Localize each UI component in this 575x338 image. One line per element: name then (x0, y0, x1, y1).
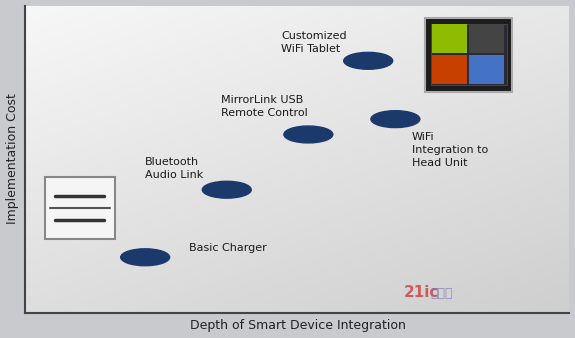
Text: MirrorLink USB
Remote Control: MirrorLink USB Remote Control (221, 95, 308, 118)
Ellipse shape (344, 52, 393, 69)
Ellipse shape (284, 126, 333, 143)
Text: Basic Charger: Basic Charger (189, 243, 266, 253)
Text: Customized
WiFi Tablet: Customized WiFi Tablet (281, 31, 347, 54)
FancyBboxPatch shape (469, 55, 504, 84)
FancyBboxPatch shape (432, 55, 467, 84)
Y-axis label: Implementation Cost: Implementation Cost (6, 94, 18, 224)
FancyBboxPatch shape (431, 24, 507, 86)
Text: Bluetooth
Audio Link: Bluetooth Audio Link (145, 157, 204, 179)
Ellipse shape (202, 181, 251, 198)
Ellipse shape (121, 249, 170, 266)
FancyBboxPatch shape (44, 177, 115, 239)
Text: 21ic: 21ic (404, 285, 439, 300)
FancyBboxPatch shape (426, 18, 512, 92)
Ellipse shape (371, 111, 420, 127)
X-axis label: Depth of Smart Device Integration: Depth of Smart Device Integration (190, 319, 405, 333)
Text: 电子网: 电子网 (431, 287, 453, 300)
FancyBboxPatch shape (432, 24, 467, 53)
Text: WiFi
Integration to
Head Unit: WiFi Integration to Head Unit (412, 132, 488, 168)
FancyBboxPatch shape (469, 24, 504, 53)
